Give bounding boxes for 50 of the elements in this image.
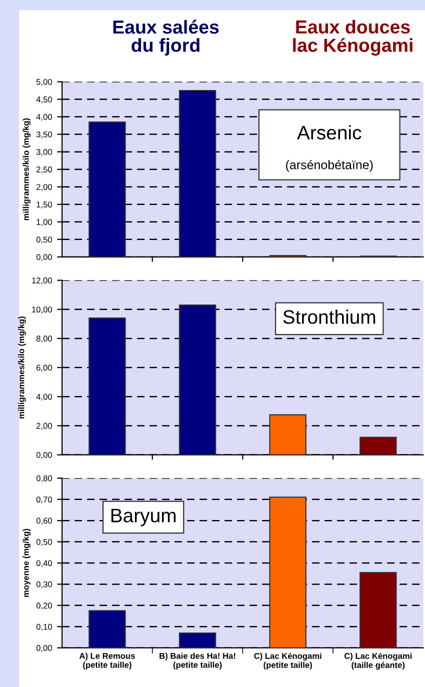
y-tick-label: 0,60: [36, 518, 52, 525]
y-tick-label: 4,50: [36, 96, 52, 104]
y-tick-label: 10,00: [32, 306, 52, 314]
annotation: Baryum: [111, 508, 176, 526]
y-tick-label: 0,00: [36, 254, 52, 262]
y-tick-label: 4,00: [36, 394, 52, 401]
bar: [178, 632, 216, 648]
x-tick-label: B) Baie des Ha! Ha! (petite taille): [160, 652, 236, 670]
y-tick-label: 1,00: [36, 219, 52, 226]
y-tick-label: 4,00: [36, 114, 52, 121]
bar: [360, 572, 397, 648]
x-tick-label: A) Le Remous (petite taille): [79, 652, 135, 670]
x-tick-label: C) Lac Kénogami (taille géante): [344, 652, 412, 670]
y-axis-title: moyenne (mg/kg): [22, 528, 31, 597]
y-tick-label: 12,00: [32, 277, 52, 284]
y-tick-label: 3,50: [36, 132, 52, 138]
bar: [88, 318, 126, 455]
y-tick-label: 6,00: [36, 364, 52, 372]
y-tick-label: 0,00: [36, 645, 52, 652]
y-tick-label: 0,30: [36, 581, 52, 588]
y-tick-label: 0,10: [36, 624, 52, 631]
bar: [178, 304, 216, 455]
y-tick-label: 5,00: [36, 78, 52, 86]
y-tick-label: 0,00: [36, 452, 52, 459]
y-tick-label: 2,50: [36, 166, 52, 174]
bar: [88, 121, 126, 257]
bar: [269, 414, 306, 455]
y-tick-label: 1,50: [36, 202, 52, 208]
y-tick-label: 3,00: [36, 149, 52, 156]
y-tick-label: 8,00: [36, 336, 52, 343]
bar: [269, 496, 306, 648]
y-axis-title: milligrammes/kilo (mg/kg): [18, 316, 26, 418]
y-tick-label: 0,20: [36, 602, 52, 610]
bar: [178, 90, 216, 257]
text: Eaux douces lac Kénogami: [293, 20, 412, 56]
annotation: (arsénobétaïne): [286, 160, 373, 172]
text: Eaux salées du fjord: [113, 20, 219, 56]
y-axis-title: milligrammes/kilo (mg/kg): [22, 118, 31, 220]
y-tick-label: 0,50: [36, 538, 52, 546]
y-tick-label: 2,00: [36, 422, 52, 430]
y-tick-label: 0,70: [36, 496, 52, 504]
y-tick-label: 0,50: [36, 236, 52, 244]
y-tick-label: 2,00: [36, 184, 52, 191]
annotation: Arsenic: [296, 125, 362, 140]
bar: [360, 436, 397, 455]
bar: [88, 610, 126, 648]
annotation: Stronthium: [283, 310, 376, 324]
y-tick-label: 0,40: [36, 560, 52, 568]
x-tick-label: C) Lac Kénogami (petite taille): [254, 652, 322, 670]
y-tick-label: 0,80: [36, 475, 52, 482]
